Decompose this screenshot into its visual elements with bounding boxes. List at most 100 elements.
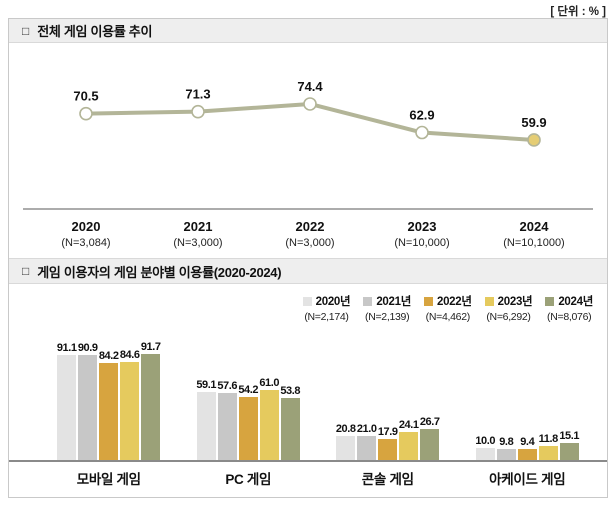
bar-chart-legend: 2020년 (N=2,174) 2021년 (N=2,139) 2022년 (N=4,46… xyxy=(9,284,607,330)
data-point-value: 71.3 xyxy=(185,87,210,102)
bar xyxy=(78,355,98,460)
legend-swatch-icon xyxy=(423,296,433,306)
legend-item: 2024년 (N=8,076) xyxy=(545,293,593,330)
bar-slot: 91.1 xyxy=(57,342,77,460)
bar-chart-plot-area: 91.1 90.9 84.2 84.6 91.7 59.1 57.6 54.2 61.0 53.8… xyxy=(9,330,607,462)
bar-slot: 17.9 xyxy=(378,426,398,460)
section-title-by-field: 게임 이용자의 게임 분야별 이용률(2020-2024) xyxy=(37,264,282,280)
bar-slot: 54.2 xyxy=(238,384,259,460)
section-bullet-icon: □ xyxy=(22,23,30,38)
legend-item: 2022년 (N=4,462) xyxy=(423,293,472,330)
x-tick-sample-size: (N=10,1000) xyxy=(503,237,564,249)
bar xyxy=(217,393,237,460)
legend-entry: 2020년 xyxy=(302,293,351,309)
legend-item: 2020년 (N=2,174) xyxy=(302,293,351,330)
bar-slot: 21.0 xyxy=(357,423,377,460)
bar xyxy=(538,446,558,460)
legend-entry: 2022년 xyxy=(423,293,472,309)
category-label: 모바일 게임 xyxy=(76,472,141,487)
bar-value-label: 91.7 xyxy=(140,341,161,354)
bar xyxy=(196,391,216,460)
bar-value-label: 9.4 xyxy=(520,436,535,449)
section-header-by-field: □ 게임 이용자의 게임 분야별 이용률(2020-2024) xyxy=(9,258,607,284)
data-point-marker xyxy=(415,125,429,140)
legend-entry: 2024년 xyxy=(545,293,593,309)
unit-label: [ 단위 : % ] xyxy=(550,6,606,18)
x-tick-year: 2022 xyxy=(296,219,325,234)
bar xyxy=(517,449,537,460)
bar xyxy=(120,362,140,460)
section-title-trend: 전체 게임 이용률 추이 xyxy=(37,24,153,39)
bar-slot: 84.6 xyxy=(120,349,140,460)
legend-year-label: 2020년 xyxy=(315,296,351,308)
category-label: 아케이드 게임 xyxy=(489,472,566,487)
bar-slot: 26.7 xyxy=(420,416,440,460)
bar-value-label: 17.9 xyxy=(377,426,398,439)
category-label: PC 게임 xyxy=(225,472,272,487)
x-tick-year: 2020 xyxy=(72,219,101,234)
legend-year-label: 2022년 xyxy=(436,296,472,308)
legend-swatch-icon xyxy=(545,296,555,306)
section-bullet-icon: □ xyxy=(22,264,30,278)
x-tick-sample-size: (N=10,000) xyxy=(394,237,449,249)
x-tick-sample-size: (N=3,084) xyxy=(61,237,110,249)
bar xyxy=(357,435,377,460)
legend-year-label: 2023년 xyxy=(497,296,533,308)
data-point-value: 74.4 xyxy=(297,79,323,94)
legend-item: 2023년 (N=6,292) xyxy=(484,293,533,330)
legend-sample-size: (N=4,462) xyxy=(425,311,471,323)
legend-sample-size: (N=8,076) xyxy=(547,311,592,323)
legend-swatch-icon xyxy=(363,296,373,306)
x-tick-sample-size: (N=3,000) xyxy=(173,237,222,249)
bar-chart-category-axis: 모바일 게임 PC 게임 콘솔 게임 아케이드 게임 xyxy=(9,462,607,488)
bar xyxy=(141,354,161,460)
bar-value-label: 61.0 xyxy=(259,376,280,389)
data-point-marker xyxy=(191,104,205,119)
bar-value-label: 54.2 xyxy=(238,384,259,397)
bar-value-label: 10.0 xyxy=(475,435,496,448)
trend-line-chart: 70.5 71.3 74.4 62.9 59.9 2020 (N=3,084) 2021 (N=… xyxy=(9,43,607,258)
bar-slot: 59.1 xyxy=(196,379,217,460)
bar-slot: 15.1 xyxy=(559,430,580,460)
x-tick-sample-size: (N=3,000) xyxy=(285,237,334,249)
data-point-value: 62.9 xyxy=(409,108,434,123)
bar-group: 20.8 21.0 17.9 24.1 26.7 xyxy=(336,416,440,460)
bar-value-label: 20.8 xyxy=(335,422,356,435)
bar-slot: 91.7 xyxy=(141,341,161,460)
bar-value-label: 57.6 xyxy=(217,380,238,393)
bar-group: 91.1 90.9 84.2 84.6 91.7 xyxy=(57,341,161,460)
bar-slot: 57.6 xyxy=(217,380,238,460)
x-tick-year: 2021 xyxy=(184,219,213,234)
data-point-marker xyxy=(79,106,93,121)
bar-slot: 9.8 xyxy=(496,436,516,460)
trend-line-chart-svg: 70.5 71.3 74.4 62.9 59.9 2020 (N=3,084) 2021 (N=… xyxy=(23,79,593,249)
legend-item: 2021년 (N=2,139) xyxy=(363,293,411,330)
bar-value-label: 24.1 xyxy=(398,419,419,432)
bar-value-label: 59.1 xyxy=(196,378,217,391)
data-point-marker xyxy=(303,97,317,111)
bar-value-label: 21.0 xyxy=(356,422,377,435)
legend-swatch-icon xyxy=(302,296,312,306)
bar xyxy=(496,448,516,460)
bar xyxy=(57,354,77,460)
bar-slot: 61.0 xyxy=(259,377,280,460)
field-bar-chart: 2020년 (N=2,174) 2021년 (N=2,139) 2022년 (N=4,46… xyxy=(9,284,607,488)
bar-value-label: 90.9 xyxy=(77,342,98,355)
bar-slot: 84.2 xyxy=(99,350,119,460)
bar-slot: 90.9 xyxy=(78,342,98,460)
bar-slot: 20.8 xyxy=(336,423,356,460)
legend-year-label: 2021년 xyxy=(376,296,411,308)
bar-value-label: 9.8 xyxy=(499,435,514,448)
report-frame: □ 전체 게임 이용률 추이 70.5 71.3 74.4 62.9 59.9 2020 (… xyxy=(8,18,608,498)
bar-value-label: 53.8 xyxy=(280,384,301,397)
bar xyxy=(420,429,440,460)
legend-swatch-icon xyxy=(484,296,494,306)
bar xyxy=(378,439,398,460)
x-tick-year: 2024 xyxy=(520,219,550,234)
bar xyxy=(336,435,356,460)
bar-value-label: 84.2 xyxy=(98,349,119,362)
bar-value-label: 84.6 xyxy=(119,349,140,362)
legend-sample-size: (N=2,139) xyxy=(365,311,410,323)
bar xyxy=(238,397,258,460)
bar-slot: 24.1 xyxy=(399,419,419,460)
